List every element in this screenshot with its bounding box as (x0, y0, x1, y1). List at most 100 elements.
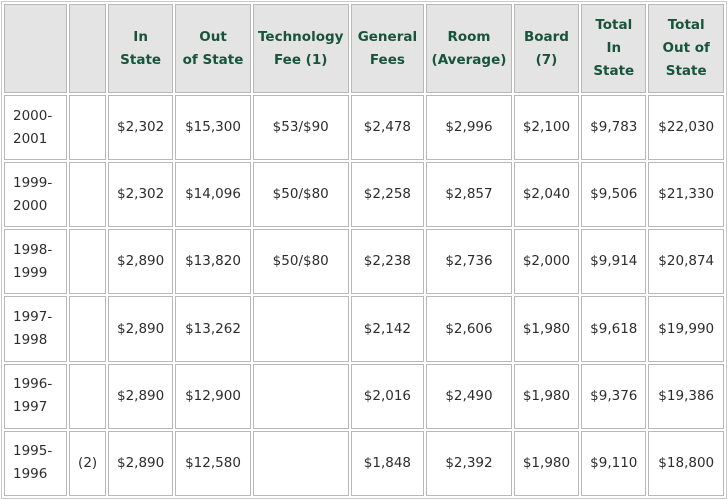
total-out-of-state-cell: $21,330 (648, 162, 724, 228)
cell-text-line: State (665, 63, 707, 79)
general-fees-cell: $2,258 (350, 162, 425, 228)
total-in-state-cell: $9,914 (581, 229, 647, 295)
cell-text-line: Total (595, 17, 633, 33)
header-year (4, 4, 68, 93)
in-state-cell: $2,890 (107, 296, 174, 362)
note-cell (69, 363, 106, 429)
general-fees-cell: $2,238 (350, 229, 425, 295)
table-row: 1998- 1999 $2,890 $13,820 $50/$80 $2,238 $2,73… (4, 229, 724, 295)
cell-text-line: 2000 (13, 197, 48, 214)
in-state-cell: $2,890 (107, 363, 174, 429)
cell-text-line: Out of (662, 40, 710, 56)
board-cell: $1,980 (513, 363, 580, 429)
out-of-state-cell: $12,900 (175, 363, 251, 429)
cell-text-line: 1998 (13, 332, 48, 349)
year-cell: 1997- 1998 (4, 296, 68, 362)
year-cell: 1999- 2000 (4, 162, 68, 228)
board-cell: $2,100 (513, 95, 580, 161)
total-in-state-cell: $9,110 (581, 430, 647, 496)
board-cell: $1,980 (513, 430, 580, 496)
cell-text-line: (Average) (431, 51, 507, 68)
cell-text-line: In (133, 28, 148, 45)
cell-text-line: Total (667, 17, 705, 33)
in-state-cell: $2,302 (107, 162, 174, 228)
cell-text-line: 1997- (13, 309, 53, 326)
out-of-state-cell: $15,300 (175, 95, 251, 161)
header-board: Board (7) (513, 4, 580, 93)
year-cell: 1995- 1996 (4, 430, 68, 496)
cell-text-line: 1998- (13, 241, 53, 258)
total-out-of-state-cell: $22,030 (648, 95, 724, 161)
cell-text-line: State (120, 51, 162, 68)
technology-fee-cell (252, 430, 349, 496)
total-out-of-state-cell: $19,386 (648, 363, 724, 429)
header-in-state: In State (107, 4, 174, 93)
note-cell (69, 229, 106, 295)
cell-text-line: Technology (258, 28, 344, 45)
cell-text-line: 1999 (13, 264, 48, 281)
in-state-cell: $2,302 (107, 95, 174, 161)
in-state-cell: $2,890 (107, 229, 174, 295)
cell-text-line: Out (199, 28, 227, 45)
out-of-state-cell: $14,096 (175, 162, 251, 228)
table-row: 1996- 1997 $2,890 $12,900 $2,016 $2,490 $1,980… (4, 363, 724, 429)
year-cell: 2000- 2001 (4, 95, 68, 161)
cell-text-line: Fee (1) (274, 51, 328, 68)
header-technology-fee: Technology Fee (1) (252, 4, 349, 93)
technology-fee-cell (252, 363, 349, 429)
header-room: Room (Average) (426, 4, 512, 93)
total-in-state-cell: $9,618 (581, 296, 647, 362)
year-cell: 1998- 1999 (4, 229, 68, 295)
general-fees-cell: $2,142 (350, 296, 425, 362)
header-total-in-state: Total In State (581, 4, 647, 93)
total-out-of-state-cell: $19,990 (648, 296, 724, 362)
room-cell: $2,490 (426, 363, 512, 429)
cell-text-line: 1996- (13, 376, 53, 393)
note-cell (69, 162, 106, 228)
in-state-cell: $2,890 (107, 430, 174, 496)
cell-text-line: Fees (369, 51, 405, 68)
cell-text-line: 2000- (13, 107, 53, 124)
year-cell: 1996- 1997 (4, 363, 68, 429)
general-fees-cell: $2,478 (350, 95, 425, 161)
board-cell: $2,040 (513, 162, 580, 228)
general-fees-cell: $1,848 (350, 430, 425, 496)
note-cell (69, 296, 106, 362)
cell-text-line: Board (523, 28, 569, 45)
total-out-of-state-cell: $20,874 (648, 229, 724, 295)
technology-fee-cell (252, 296, 349, 362)
total-in-state-cell: $9,376 (581, 363, 647, 429)
cell-text-line: General (357, 28, 418, 45)
table-row: 1999- 2000 $2,302 $14,096 $50/$80 $2,258 $2,85… (4, 162, 724, 228)
table-row: 1995- 1996 (2) $2,890 $12,580 $1,848 $2,392 $1,… (4, 430, 724, 496)
cell-text-line: 2001 (13, 130, 48, 147)
table-row: 1997- 1998 $2,890 $13,262 $2,142 $2,606 $1,980… (4, 296, 724, 362)
cell-text-line: In (606, 40, 622, 56)
header-out-of-state: Out of State (175, 4, 251, 93)
board-cell: $1,980 (513, 296, 580, 362)
out-of-state-cell: $12,580 (175, 430, 251, 496)
room-cell: $2,857 (426, 162, 512, 228)
total-out-of-state-cell: $18,800 (648, 430, 724, 496)
header-total-out-of-state: Total Out of State (648, 4, 724, 93)
header-row: In State Out of State Technology Fee (1) Gener… (4, 4, 724, 93)
cell-text-line: 1995- (13, 443, 53, 460)
cell-text-line: State (593, 63, 635, 79)
table-body: 2000- 2001 $2,302 $15,300 $53/$90 $2,478 $2,99… (4, 95, 724, 496)
cell-text-line: 1997 (13, 399, 48, 416)
technology-fee-cell: $50/$80 (252, 229, 349, 295)
out-of-state-cell: $13,820 (175, 229, 251, 295)
room-cell: $2,606 (426, 296, 512, 362)
cell-text-line: (7) (535, 51, 558, 68)
total-in-state-cell: $9,783 (581, 95, 647, 161)
technology-fee-cell: $53/$90 (252, 95, 349, 161)
note-cell: (2) (69, 430, 106, 496)
cell-text-line: Room (447, 28, 491, 45)
header-note (69, 4, 106, 93)
cell-text-line: 1996 (13, 466, 48, 483)
total-in-state-cell: $9,506 (581, 162, 647, 228)
technology-fee-cell: $50/$80 (252, 162, 349, 228)
room-cell: $2,736 (426, 229, 512, 295)
